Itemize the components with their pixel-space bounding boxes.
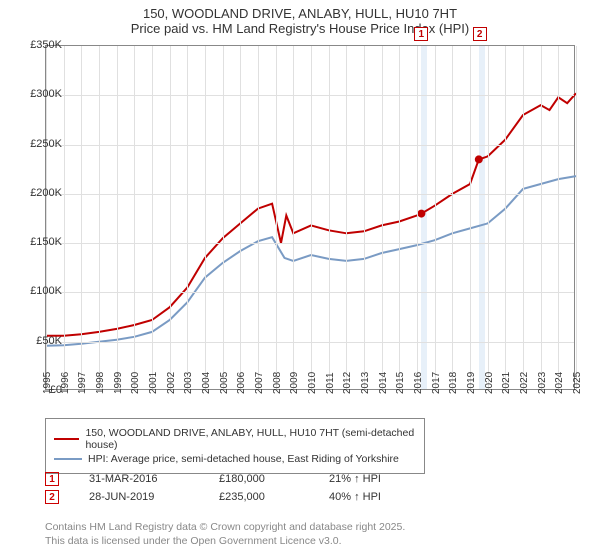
title-line2: Price paid vs. HM Land Registry's House … (0, 21, 600, 36)
footer-line1: Contains HM Land Registry data © Crown c… (45, 520, 405, 534)
sale-price-0: £180,000 (219, 473, 329, 485)
y-tick-label: £200K (30, 187, 62, 199)
x-tick-label: 2002 (166, 372, 177, 394)
x-tick-label: 1996 (60, 372, 71, 394)
legend-box: 150, WOODLAND DRIVE, ANLABY, HULL, HU10 … (45, 418, 425, 474)
sale-marker-1: 2 (45, 490, 59, 504)
chart-plot-area (45, 45, 575, 390)
x-tick-label: 1998 (95, 372, 106, 394)
sale-date-1: 28-JUN-2019 (89, 491, 219, 503)
x-tick-label: 2019 (466, 372, 477, 394)
title-block: 150, WOODLAND DRIVE, ANLABY, HULL, HU10 … (0, 0, 600, 36)
x-tick-label: 1997 (77, 372, 88, 394)
x-tick-label: 2020 (484, 372, 495, 394)
x-tick-label: 2013 (360, 372, 371, 394)
x-tick-label: 2010 (307, 372, 318, 394)
y-tick-label: £350K (30, 39, 62, 51)
sale-date-0: 31-MAR-2016 (89, 473, 219, 485)
x-tick-label: 2005 (219, 372, 230, 394)
chart-marker: 1 (414, 27, 428, 41)
x-tick-label: 2022 (519, 372, 530, 394)
x-tick-label: 2003 (183, 372, 194, 394)
x-tick-label: 2004 (201, 372, 212, 394)
x-tick-label: 2001 (148, 372, 159, 394)
sale-row-1: 2 28-JUN-2019 £235,000 40% ↑ HPI (45, 490, 439, 504)
sale-vshpi-1: 40% ↑ HPI (329, 491, 439, 503)
y-tick-label: £300K (30, 88, 62, 100)
legend-label-0: 150, WOODLAND DRIVE, ANLABY, HULL, HU10 … (85, 427, 416, 451)
x-tick-label: 2021 (501, 372, 512, 394)
x-tick-label: 2015 (395, 372, 406, 394)
x-tick-label: 2023 (537, 372, 548, 394)
x-tick-label: 2008 (272, 372, 283, 394)
y-tick-label: £250K (30, 138, 62, 150)
legend-label-1: HPI: Average price, semi-detached house,… (88, 453, 399, 465)
legend-swatch-0 (54, 438, 79, 440)
x-tick-label: 2011 (325, 372, 336, 394)
chart-svg (46, 46, 574, 389)
sale-vshpi-0: 21% ↑ HPI (329, 473, 439, 485)
x-tick-label: 2018 (448, 372, 459, 394)
footer: Contains HM Land Registry data © Crown c… (45, 520, 405, 548)
x-tick-label: 2000 (130, 372, 141, 394)
x-tick-label: 1999 (113, 372, 124, 394)
chart-container: 150, WOODLAND DRIVE, ANLABY, HULL, HU10 … (0, 0, 600, 560)
title-line1: 150, WOODLAND DRIVE, ANLABY, HULL, HU10 … (0, 6, 600, 21)
sale-row-0: 1 31-MAR-2016 £180,000 21% ↑ HPI (45, 472, 439, 486)
x-tick-label: 2009 (289, 372, 300, 394)
y-tick-label: £50K (36, 335, 62, 347)
sale-dot (417, 210, 425, 218)
x-tick-label: 2017 (431, 372, 442, 394)
x-tick-label: 2014 (378, 372, 389, 394)
x-tick-label: 2012 (342, 372, 353, 394)
sale-dot (475, 155, 483, 163)
sale-price-1: £235,000 (219, 491, 329, 503)
x-tick-label: 2007 (254, 372, 265, 394)
x-tick-label: 2016 (413, 372, 424, 394)
sale-marker-0: 1 (45, 472, 59, 486)
chart-marker: 2 (473, 27, 487, 41)
x-tick-label: 2006 (236, 372, 247, 394)
x-tick-label: 2025 (572, 372, 583, 394)
footer-line2: This data is licensed under the Open Gov… (45, 534, 405, 548)
x-tick-label: 2024 (554, 372, 565, 394)
y-tick-label: £100K (30, 285, 62, 297)
legend-row-0: 150, WOODLAND DRIVE, ANLABY, HULL, HU10 … (54, 427, 416, 451)
y-tick-label: £150K (30, 236, 62, 248)
sale-rows: 1 31-MAR-2016 £180,000 21% ↑ HPI 2 28-JU… (45, 468, 439, 508)
legend-swatch-1 (54, 458, 82, 460)
x-tick-label: 1995 (42, 372, 53, 394)
legend-row-1: HPI: Average price, semi-detached house,… (54, 453, 416, 465)
